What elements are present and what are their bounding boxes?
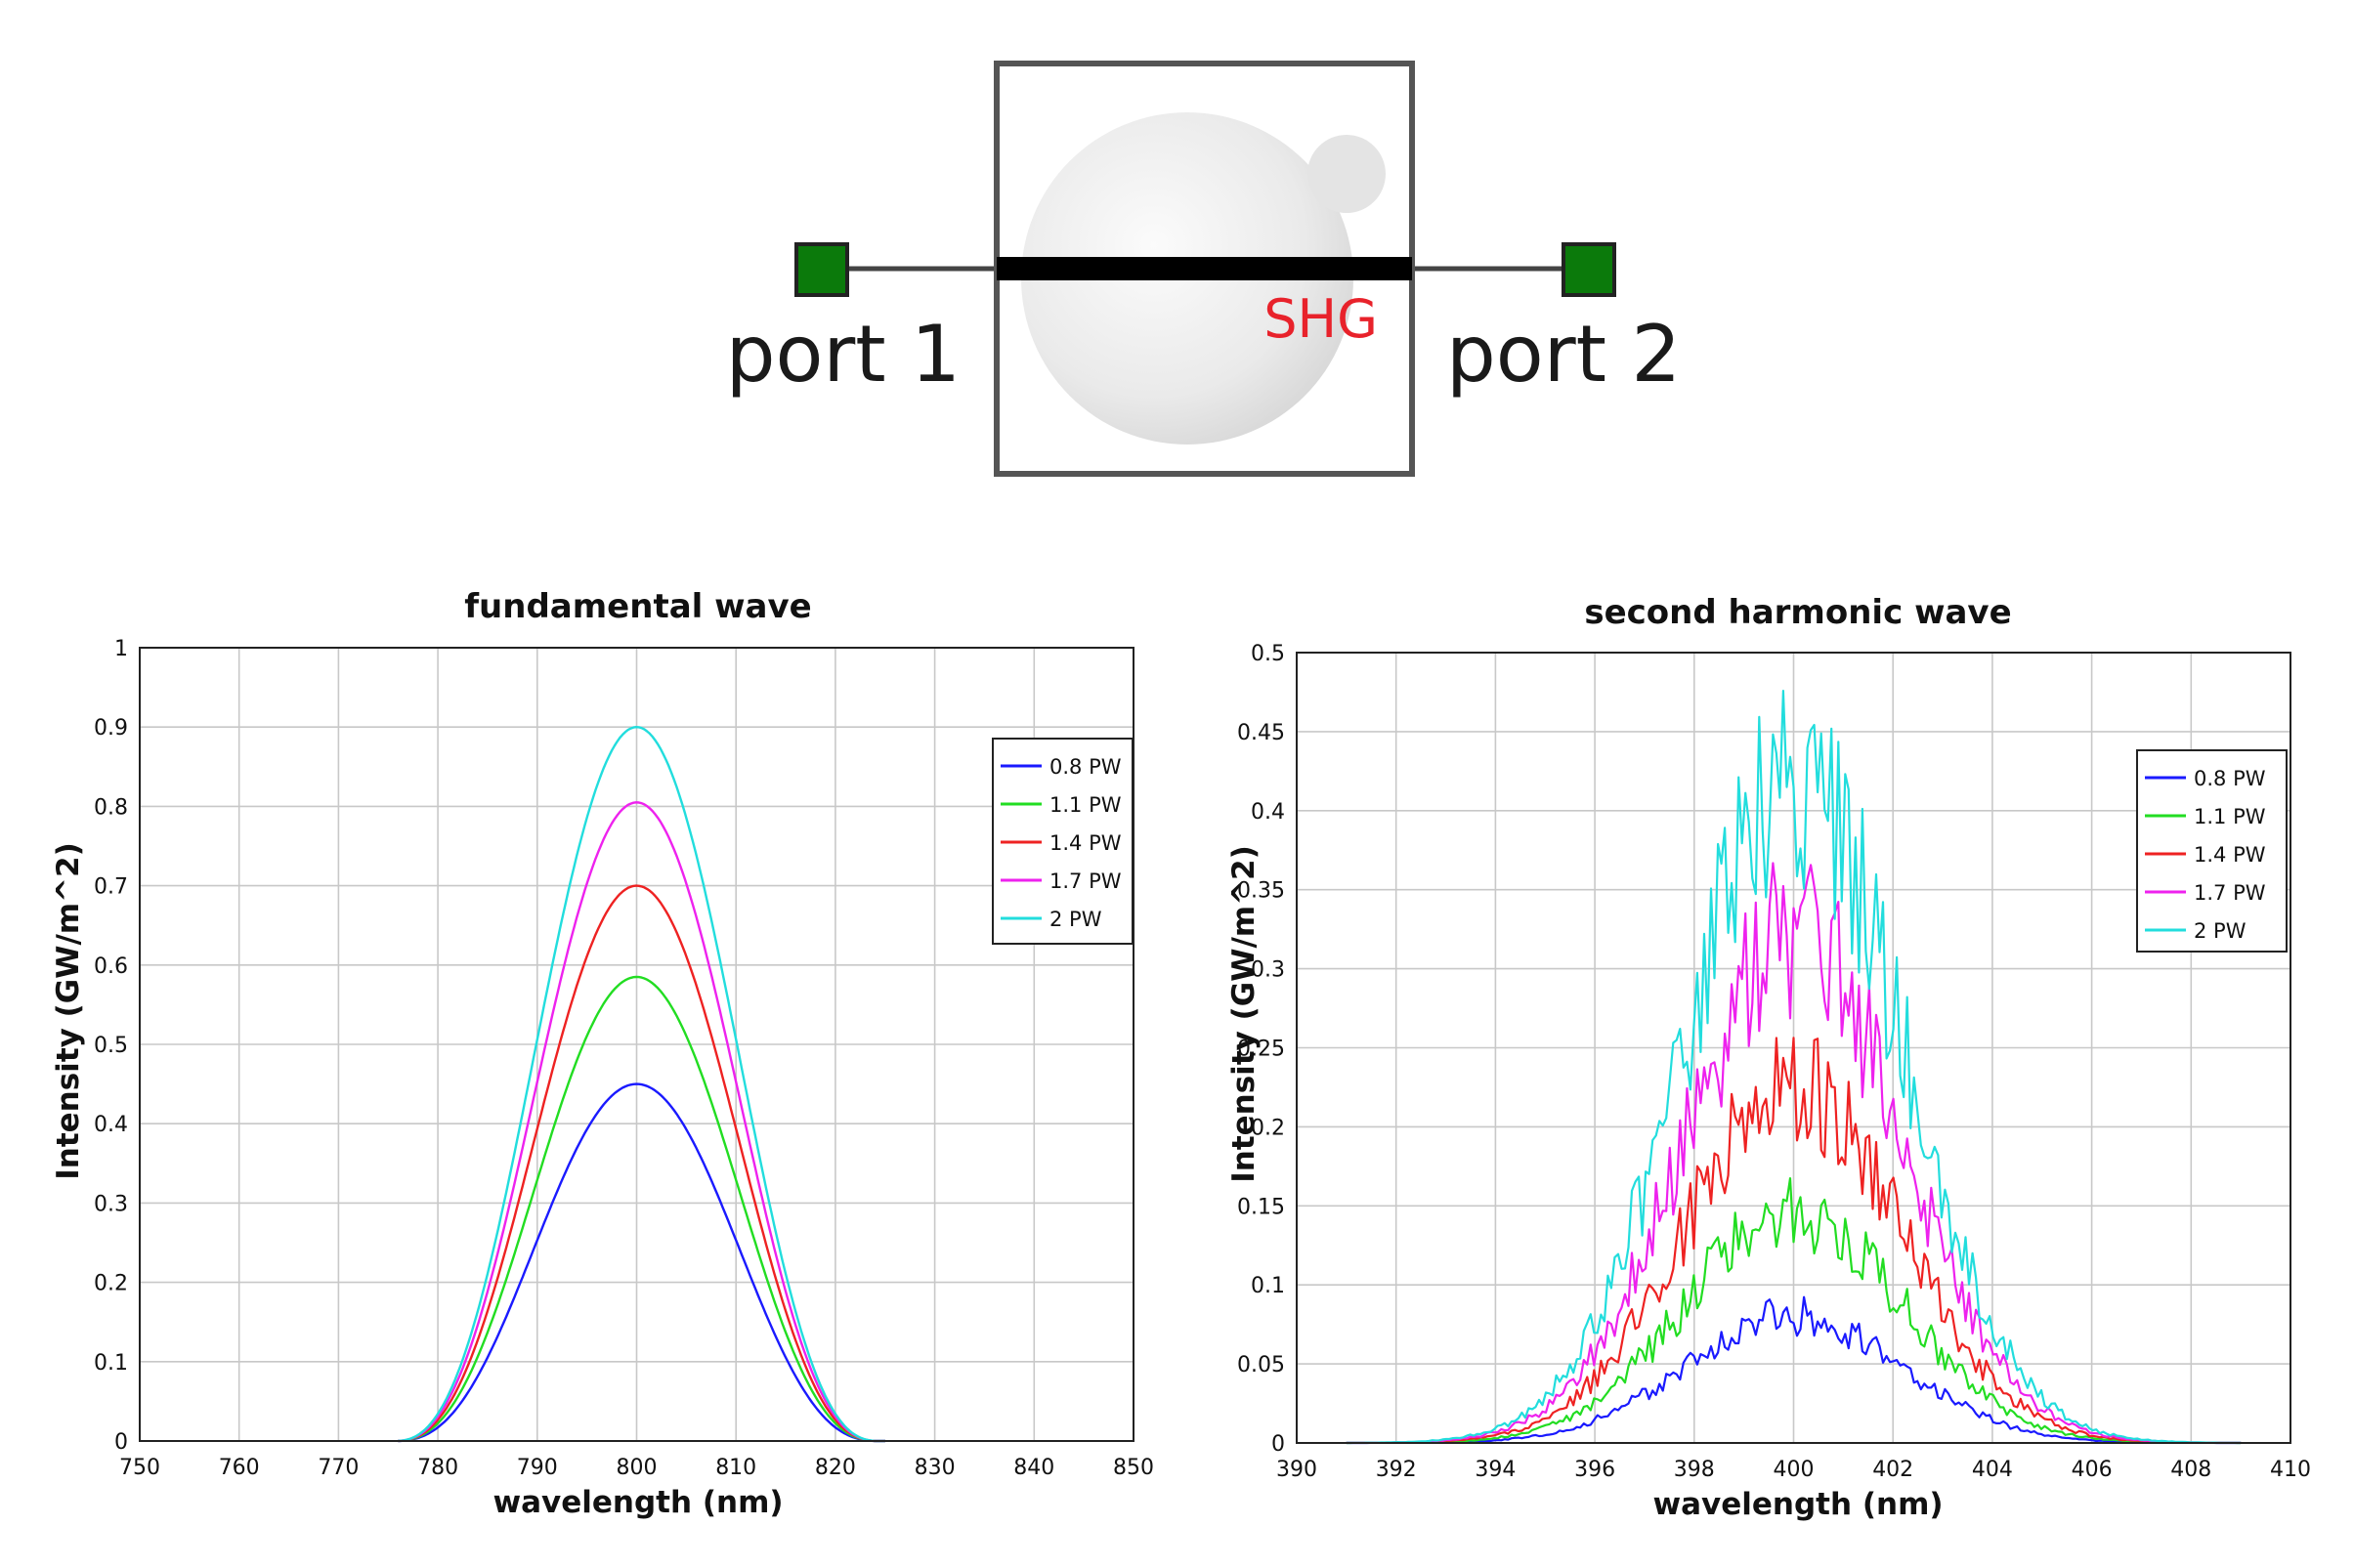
legend-entry: 0.8 PW bbox=[1049, 755, 1122, 779]
series-line-2 bbox=[1346, 1176, 2242, 1445]
series-line-4 bbox=[1346, 862, 2242, 1445]
plot-frame bbox=[139, 647, 1134, 1442]
legend-entry: 1.7 PW bbox=[1049, 869, 1122, 893]
x-tick-label: 396 bbox=[1574, 1458, 1615, 1482]
x-tick-label: 398 bbox=[1674, 1458, 1715, 1482]
grid bbox=[139, 647, 1134, 1442]
series-line-5 bbox=[1346, 690, 2242, 1445]
y-tick-label: 0.2 bbox=[94, 1272, 128, 1296]
legend-box bbox=[2136, 749, 2288, 953]
x-tick-label: 810 bbox=[715, 1456, 756, 1480]
y-tick-label: 0.1 bbox=[94, 1351, 128, 1376]
series-line-5 bbox=[398, 725, 885, 1443]
y-tick-labels: 0 0.1 0.2 0.3 0.4 0.5 0.6 0.7 0.8 0.9 1 bbox=[94, 637, 128, 1455]
x-tick-label: 394 bbox=[1475, 1458, 1516, 1482]
y-tick-labels: 0 0.05 0.1 0.15 0.2 0.25 0.3 0.35 0.4 0.45 0.5 bbox=[1237, 642, 1285, 1457]
y-tick-label: 0.4 bbox=[1251, 800, 1285, 825]
x-tick-label: 390 bbox=[1276, 1458, 1317, 1482]
x-tick-label: 400 bbox=[1774, 1458, 1815, 1482]
x-tick-label: 404 bbox=[1972, 1458, 2013, 1482]
series-line-1 bbox=[1346, 1295, 2242, 1445]
shg-block[interactable]: SHG bbox=[994, 61, 1415, 477]
x-tick-label: 770 bbox=[318, 1456, 359, 1480]
legend-entry: 1.1 PW bbox=[2194, 805, 2266, 828]
y-tick-label: 0.2 bbox=[1251, 1116, 1285, 1140]
x-tick-label: 408 bbox=[2170, 1458, 2211, 1482]
block-highlight-icon bbox=[1307, 135, 1386, 213]
port-1-label: port 1 bbox=[726, 309, 961, 400]
series-line-4 bbox=[398, 801, 885, 1443]
legend-entry: 0.8 PW bbox=[2194, 767, 2266, 790]
x-axis-label: wavelength (nm) bbox=[1652, 1487, 1943, 1522]
y-axis-label: Intensity (GW/m^2) bbox=[51, 842, 86, 1180]
y-tick-label: 0.7 bbox=[94, 875, 128, 900]
y-tick-label: 0.5 bbox=[94, 1034, 128, 1058]
x-tick-label: 790 bbox=[517, 1456, 558, 1480]
series-lines bbox=[1346, 690, 2242, 1445]
legend-entry: 1.7 PW bbox=[2194, 881, 2266, 905]
legend-entry: 1.4 PW bbox=[1049, 831, 1122, 855]
y-tick-label: 0.1 bbox=[1251, 1274, 1285, 1298]
x-tick-label: 760 bbox=[219, 1456, 260, 1480]
y-tick-label: 0.25 bbox=[1237, 1038, 1285, 1062]
legend: 0.8 PW 1.1 PW 1.4 PW 1.7 PW 2 PW bbox=[992, 738, 1134, 945]
y-tick-label: 0.4 bbox=[94, 1113, 128, 1137]
y-tick-label: 0.3 bbox=[1251, 958, 1285, 983]
legend-entry: 2 PW bbox=[1049, 908, 1102, 931]
chart-title: second harmonic wave bbox=[1584, 593, 2011, 632]
y-tick-label: 0.6 bbox=[94, 954, 128, 979]
series-line-2 bbox=[398, 975, 885, 1443]
series-line-1 bbox=[398, 1082, 885, 1443]
x-tick-label: 392 bbox=[1376, 1458, 1417, 1482]
legend-entry: 1.4 PW bbox=[2194, 843, 2266, 867]
fundamental-wave-chart: fundamental wave 750 760 770 780 790 800 810 82… bbox=[51, 587, 1154, 1520]
y-tick-label: 1 bbox=[114, 637, 128, 661]
y-tick-label: 0.35 bbox=[1237, 879, 1285, 904]
legend-entry: 2 PW bbox=[2194, 919, 2247, 943]
y-tick-label: 0.05 bbox=[1237, 1353, 1285, 1377]
series-line-3 bbox=[398, 884, 885, 1443]
port-2-square[interactable] bbox=[1562, 242, 1616, 297]
y-tick-label: 0.5 bbox=[1251, 642, 1285, 666]
legend: 0.8 PW 1.1 PW 1.4 PW 1.7 PW 2 PW bbox=[2136, 749, 2288, 953]
x-tick-label: 402 bbox=[1872, 1458, 1913, 1482]
y-tick-label: 0.15 bbox=[1237, 1195, 1285, 1219]
series-lines bbox=[398, 725, 885, 1443]
x-tick-label: 830 bbox=[915, 1456, 956, 1480]
x-tick-labels: 750 760 770 780 790 800 810 820 830 840 850 bbox=[119, 1456, 1154, 1480]
port-1-square[interactable] bbox=[794, 242, 849, 297]
second-harmonic-wave-chart: second harmonic wave 390 392 394 396 398 400 4… bbox=[1226, 593, 2311, 1522]
x-axis-label: wavelength (nm) bbox=[492, 1485, 783, 1520]
y-tick-label: 0 bbox=[1271, 1432, 1285, 1457]
x-tick-label: 780 bbox=[417, 1456, 458, 1480]
nonlinear-crystal-beam bbox=[997, 257, 1412, 280]
x-tick-labels: 390 392 394 396 398 400 402 404 406 408 410 bbox=[1276, 1458, 2311, 1482]
x-tick-label: 840 bbox=[1013, 1456, 1054, 1480]
y-tick-label: 0.45 bbox=[1237, 721, 1285, 745]
shg-label: SHG bbox=[1263, 288, 1378, 350]
legend-entry: 1.1 PW bbox=[1049, 793, 1122, 817]
chart-title: fundamental wave bbox=[464, 587, 811, 626]
series-line-3 bbox=[1346, 1037, 2242, 1445]
port-2-label: port 2 bbox=[1446, 309, 1681, 400]
x-tick-label: 820 bbox=[815, 1456, 856, 1480]
y-tick-label: 0.9 bbox=[94, 716, 128, 741]
y-tick-label: 0.3 bbox=[94, 1192, 128, 1216]
shg-block-diagram: SHG port 1 port 2 bbox=[726, 61, 1681, 477]
y-tick-label: 0 bbox=[114, 1430, 128, 1455]
x-tick-label: 750 bbox=[119, 1456, 160, 1480]
x-tick-label: 410 bbox=[2270, 1458, 2311, 1482]
plot-frame bbox=[1296, 652, 2291, 1444]
y-tick-label: 0.8 bbox=[94, 795, 128, 820]
x-tick-label: 850 bbox=[1113, 1456, 1154, 1480]
x-tick-label: 800 bbox=[617, 1456, 658, 1480]
x-tick-label: 406 bbox=[2072, 1458, 2113, 1482]
y-axis-label: Intensity (GW/m^2) bbox=[1226, 845, 1262, 1183]
